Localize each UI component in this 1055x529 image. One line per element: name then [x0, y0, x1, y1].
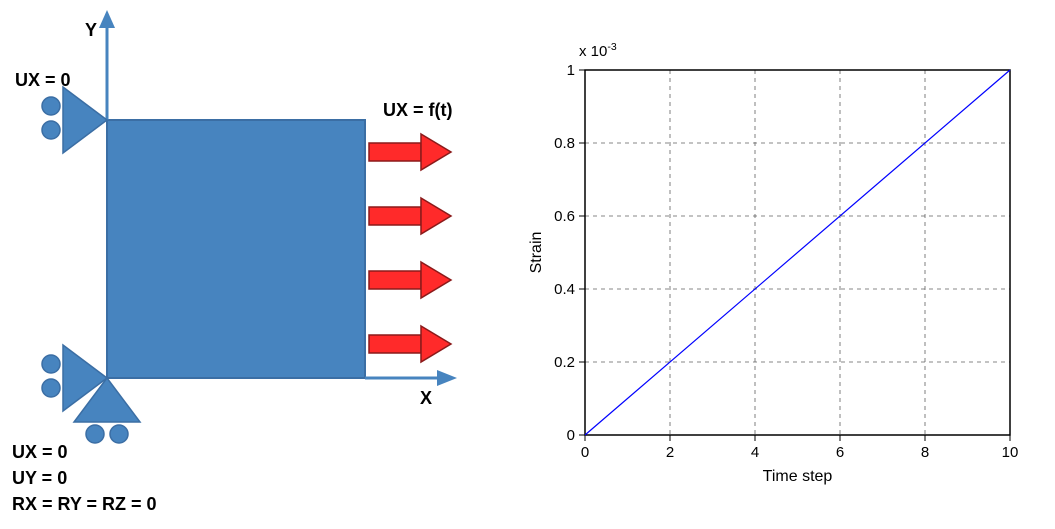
roller-bot-left-1 [42, 355, 60, 373]
ytick-label: 0.4 [554, 281, 575, 298]
support-top-left [63, 87, 107, 153]
label-rot0: RX = RY = RZ = 0 [12, 494, 157, 514]
xtick-label: 10 [1002, 444, 1019, 461]
label-uy0: UY = 0 [12, 468, 67, 488]
xtick-label: 2 [666, 444, 674, 461]
x-axis-arrowhead [437, 370, 457, 386]
chart-ylabel: Strain [528, 232, 545, 274]
chart-exponent: x 10-3 [579, 41, 617, 60]
chart-xlabel: Time step [763, 468, 833, 485]
figure-svg: Y X UX = 0 UX = 0 UY = 0 RX = RY = RZ = 0 UX =… [0, 0, 1055, 529]
xtick-label: 4 [751, 444, 759, 461]
ytick-label: 0.2 [554, 354, 575, 371]
xtick-label: 0 [581, 444, 589, 461]
ytick-label: 0 [567, 427, 575, 444]
ytick-label: 1 [567, 62, 575, 79]
label-ux-ft: UX = f(t) [383, 100, 453, 120]
label-ux0-bot: UX = 0 [12, 442, 68, 462]
label-ux0-top: UX = 0 [15, 70, 71, 90]
ytick-label: 0.8 [554, 135, 575, 152]
roller-bot-under-2 [110, 425, 128, 443]
roller-top-left-1 [42, 97, 60, 115]
roller-top-left-2 [42, 121, 60, 139]
xtick-label: 8 [921, 444, 929, 461]
x-axis-label: X [420, 388, 432, 408]
xtick-label: 6 [836, 444, 844, 461]
y-axis-label: Y [85, 20, 97, 40]
ytick-label: 0.6 [554, 208, 575, 225]
element-block [107, 120, 365, 378]
roller-bot-under-1 [86, 425, 104, 443]
y-axis-arrowhead [99, 10, 115, 28]
figure-stage: Y X UX = 0 UX = 0 UY = 0 RX = RY = RZ = 0 UX =… [0, 0, 1055, 529]
roller-bot-left-2 [42, 379, 60, 397]
